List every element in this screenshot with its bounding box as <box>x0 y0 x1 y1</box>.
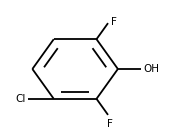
Text: OH: OH <box>143 64 159 74</box>
Text: F: F <box>107 119 113 129</box>
Text: Cl: Cl <box>16 94 26 104</box>
Text: F: F <box>111 17 117 27</box>
